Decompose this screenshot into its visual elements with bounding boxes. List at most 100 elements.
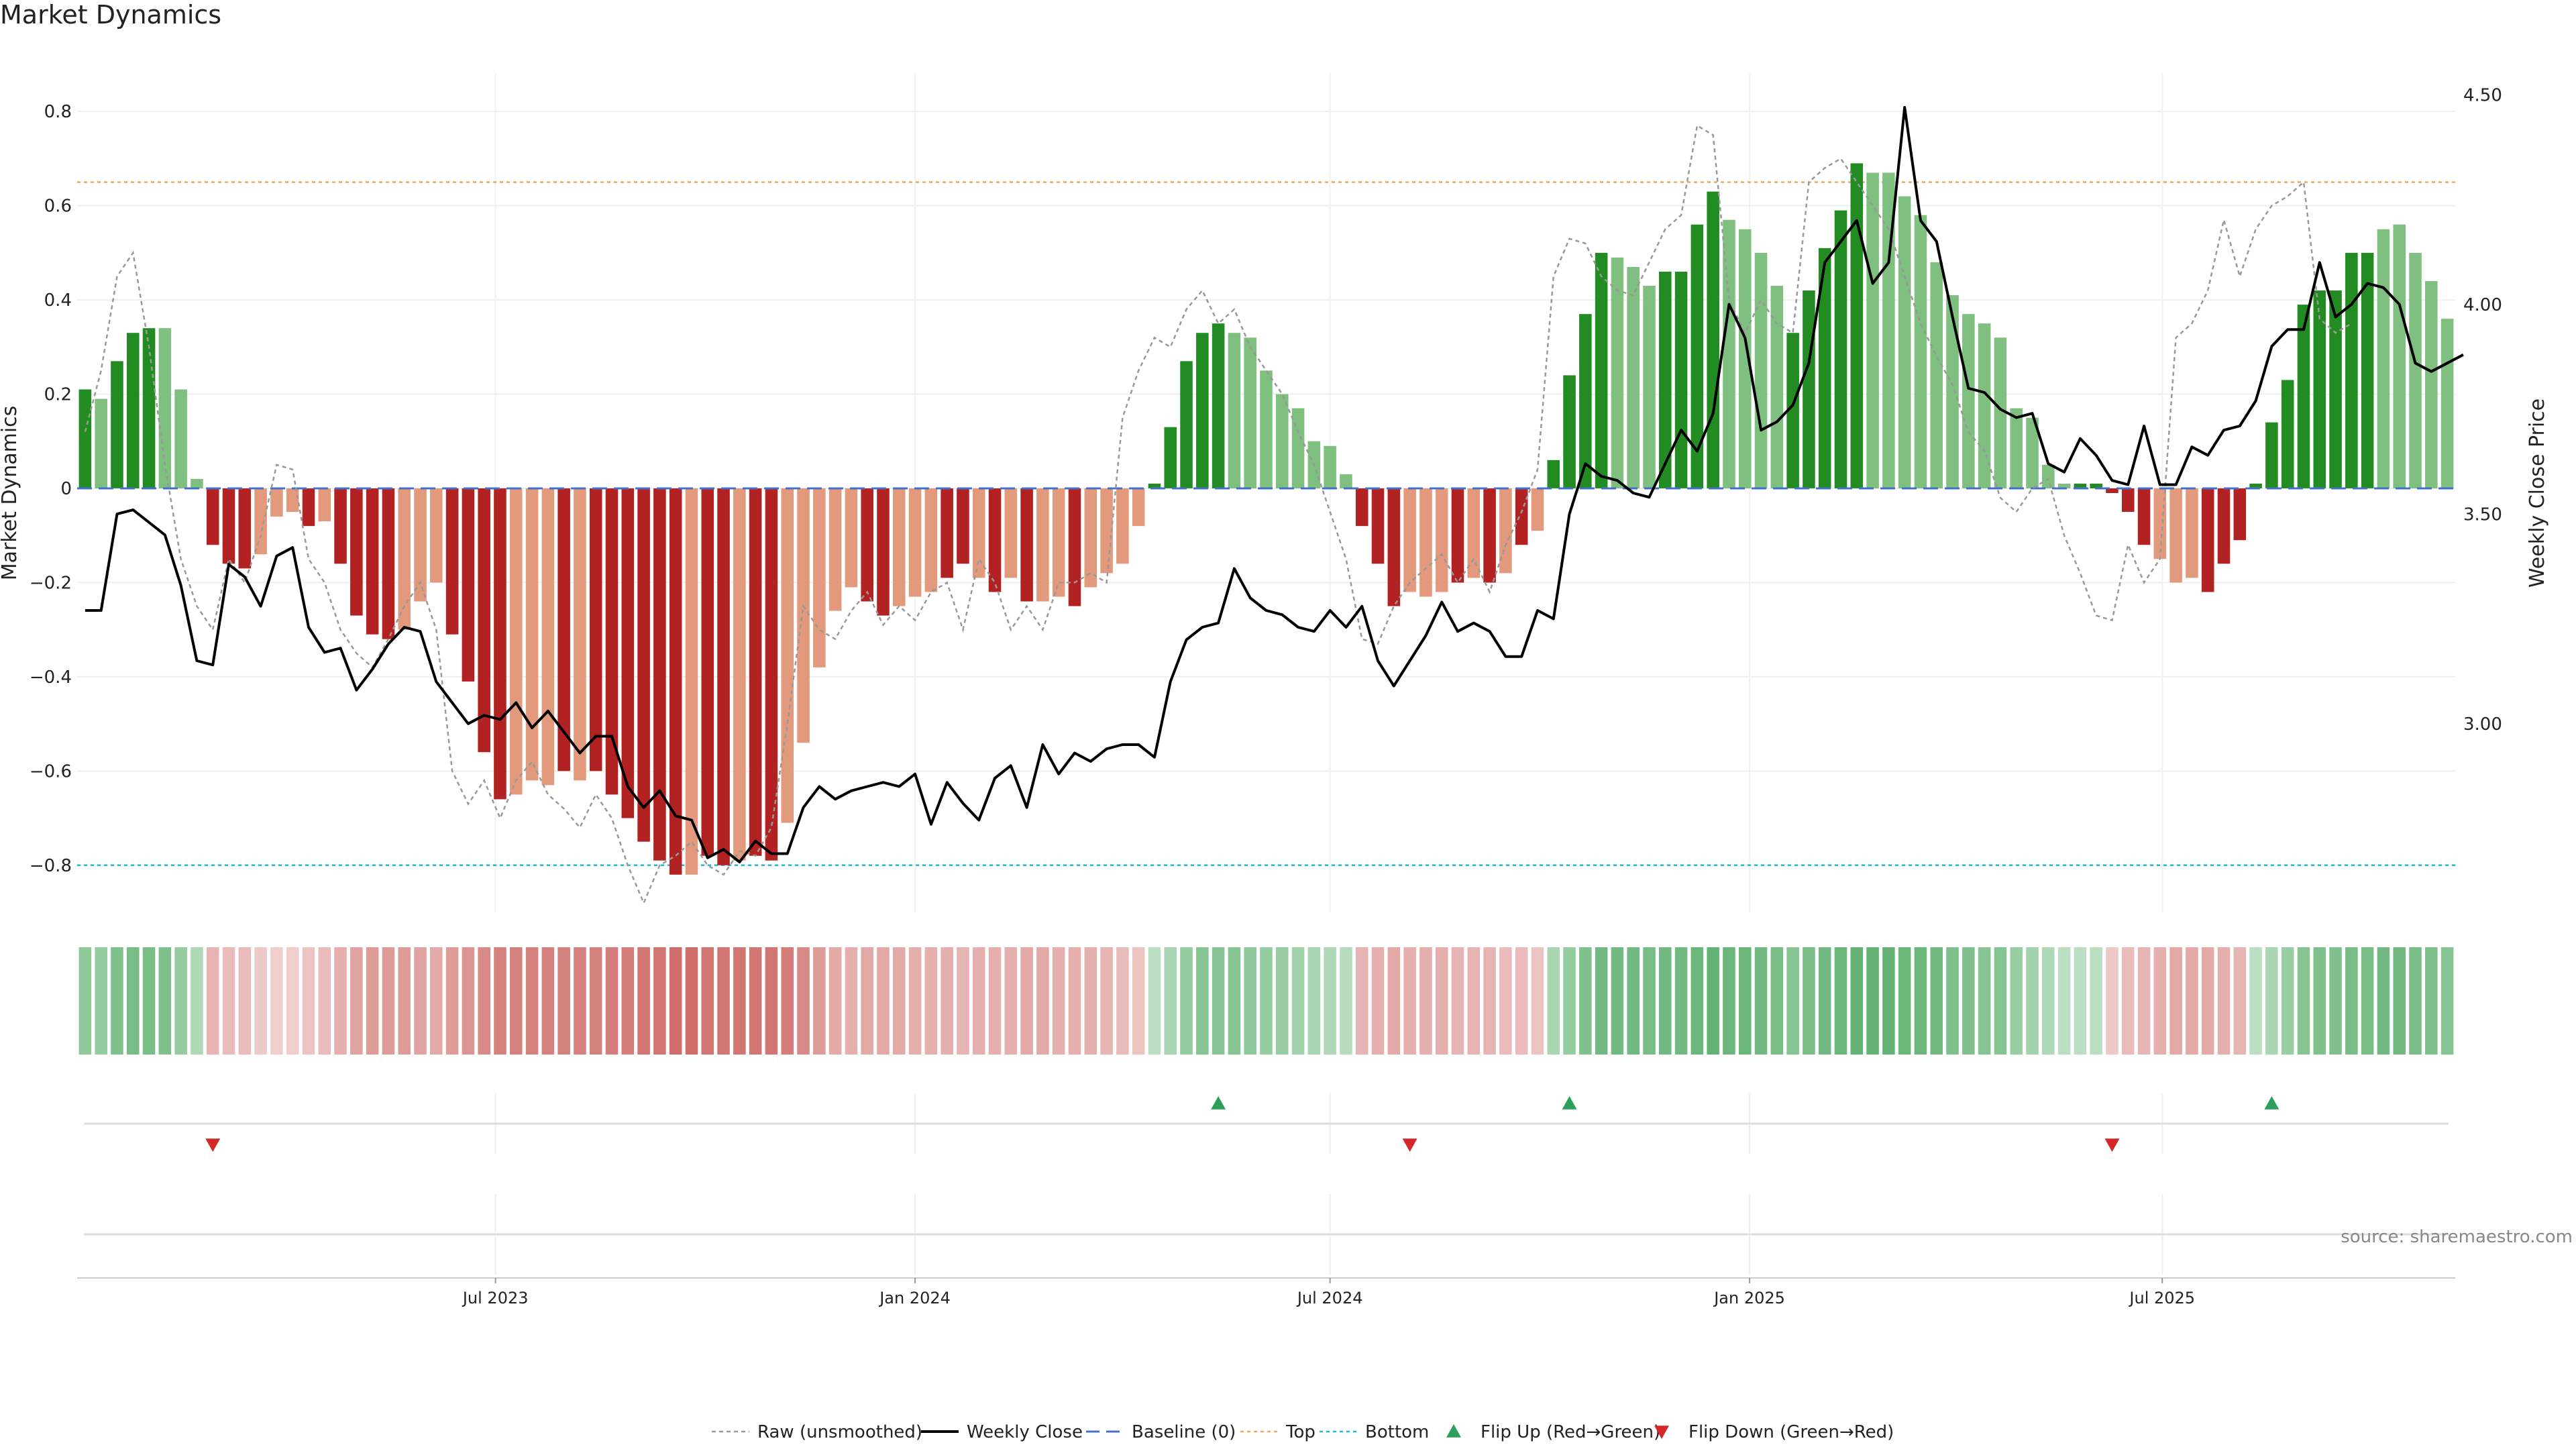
x-tick-label: Jan 2024: [878, 1289, 951, 1307]
strip-cell: [1068, 947, 1081, 1055]
strip-cell: [525, 947, 539, 1055]
momentum-bar: [1818, 248, 1831, 488]
flip-down-marker: [2104, 1138, 2120, 1152]
momentum-bar: [494, 488, 506, 800]
strip-cell: [781, 947, 794, 1055]
momentum-bar: [2265, 422, 2278, 488]
momentum-bar: [2361, 252, 2374, 488]
momentum-bar: [1180, 361, 1193, 488]
strip-cell: [1946, 947, 1959, 1055]
strip-cell: [1882, 947, 1895, 1055]
momentum-bar: [334, 488, 347, 564]
strip-cell: [286, 947, 299, 1055]
momentum-bar: [2233, 488, 2247, 541]
strip-cell: [2201, 947, 2214, 1055]
momentum-bar: [1371, 488, 1385, 564]
strip-cell: [206, 947, 219, 1055]
strip-cell: [1403, 947, 1416, 1055]
strip-cell: [1228, 947, 1241, 1055]
momentum-bar: [701, 488, 714, 856]
y-left-tick-label: −0.4: [30, 667, 72, 688]
strip-cell: [2137, 947, 2151, 1055]
strip-cell: [174, 947, 187, 1055]
momentum-bar: [382, 488, 395, 639]
momentum-bar: [1754, 252, 1768, 488]
flip-up-marker: [2264, 1096, 2279, 1110]
y-left-tick-label: 0.6: [44, 197, 72, 217]
strip-cell: [749, 947, 762, 1055]
momentum-bar: [988, 488, 1002, 592]
strip-cell: [1723, 947, 1735, 1055]
momentum-bar: [1212, 323, 1225, 488]
strip-cell: [1690, 947, 1704, 1055]
momentum-bar: [2090, 483, 2102, 488]
x-tick-label: Jul 2025: [2128, 1289, 2195, 1307]
momentum-bar: [1020, 488, 1033, 602]
momentum-bar: [2281, 380, 2294, 488]
strip-cell: [1866, 947, 1879, 1055]
momentum-bar: [2074, 483, 2087, 488]
strip-cell: [908, 947, 922, 1055]
strip-cell: [1770, 947, 1784, 1055]
strip-cell: [1898, 947, 1911, 1055]
legend-label: Top: [1285, 1422, 1316, 1442]
momentum-bar: [318, 488, 331, 522]
strip-cell: [1435, 947, 1448, 1055]
momentum-bar: [254, 488, 267, 555]
legend-label: Baseline (0): [1132, 1422, 1236, 1442]
strip-cell: [430, 947, 443, 1055]
strip-cell: [382, 947, 395, 1055]
strip-cell: [1387, 947, 1401, 1055]
momentum-bar: [1276, 394, 1289, 488]
momentum-bar: [749, 488, 762, 856]
y-left-tick-label: 0.2: [44, 385, 72, 405]
strip-cell: [95, 947, 107, 1055]
momentum-bar: [1850, 163, 1864, 488]
momentum-bar: [1579, 314, 1592, 488]
strip-cell: [1355, 947, 1368, 1055]
momentum-bar: [813, 488, 826, 667]
momentum-bar: [557, 488, 570, 771]
momentum-bar: [1291, 408, 1305, 488]
momentum-bar: [78, 389, 92, 488]
strip-cell: [158, 947, 172, 1055]
strip-cell: [78, 947, 92, 1055]
strip-cell: [398, 947, 411, 1055]
momentum-bar: [1723, 219, 1735, 488]
strip-cell: [270, 947, 283, 1055]
momentum-bar: [1324, 445, 1336, 488]
momentum-bar: [2169, 488, 2182, 583]
strip-cell: [1738, 947, 1752, 1055]
strip-cell: [1196, 947, 1209, 1055]
momentum-bar: [430, 488, 443, 583]
strip-cell: [845, 947, 858, 1055]
strip-cell: [1212, 947, 1225, 1055]
momentum-bar: [893, 488, 906, 606]
strip-cell: [334, 947, 347, 1055]
momentum-bar: [2137, 488, 2151, 545]
strip-cell: [2106, 947, 2118, 1055]
momentum-bar: [1930, 262, 1943, 488]
y-right-tick-label: 3.00: [2463, 714, 2502, 735]
strip-cell: [509, 947, 523, 1055]
strip-cell: [1180, 947, 1193, 1055]
legend-item-top: Top: [1240, 1422, 1316, 1442]
momentum-bar: [462, 488, 475, 682]
momentum-bar: [1499, 488, 1512, 574]
strip-cell: [1531, 947, 1544, 1055]
momentum-bar: [174, 389, 187, 488]
momentum-bar: [1803, 290, 1815, 488]
x-tick-label: Jul 2024: [1296, 1289, 1363, 1307]
strip-cell: [2042, 947, 2055, 1055]
momentum-bar: [1786, 333, 1799, 488]
strip-cell: [1483, 947, 1496, 1055]
momentum-bar: [1004, 488, 1018, 578]
strip-cell: [1340, 947, 1352, 1055]
strip-cell: [1627, 947, 1640, 1055]
momentum-bar: [1674, 271, 1688, 488]
strip-cell: [653, 947, 666, 1055]
strip-cell: [111, 947, 123, 1055]
momentum-bar: [1467, 488, 1481, 578]
strip-cell: [350, 947, 363, 1055]
